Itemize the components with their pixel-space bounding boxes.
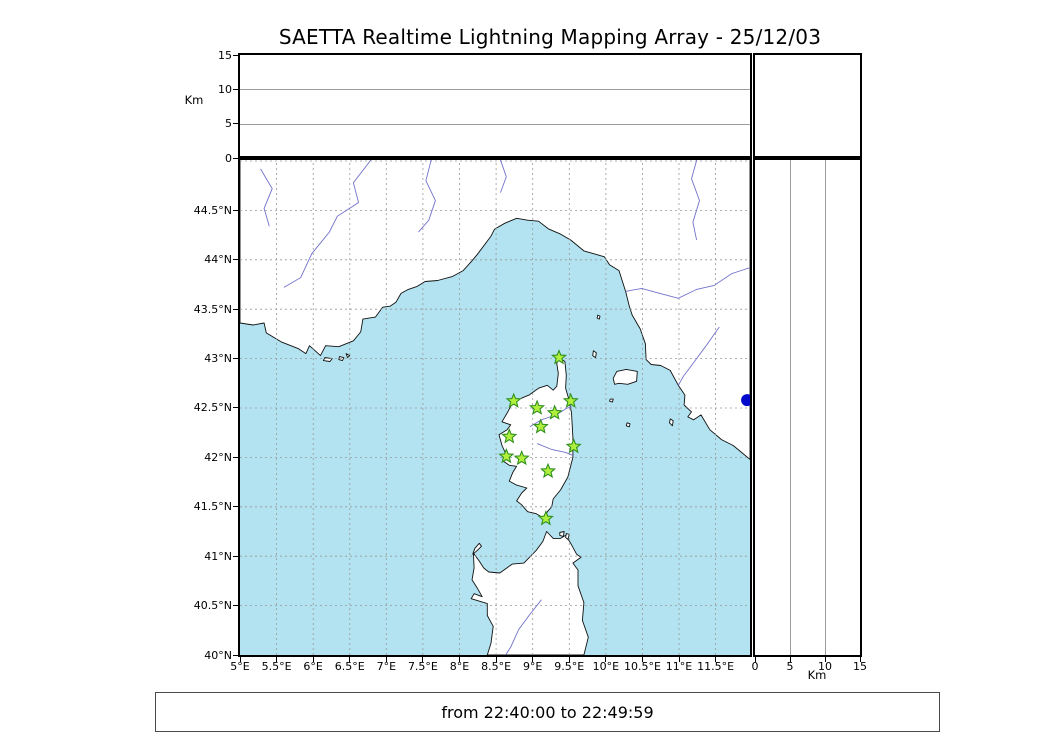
lon-tick-label: 8°E [449, 660, 470, 673]
lat-tick-label: 40.5°N [193, 599, 232, 613]
lon-tick-mark [532, 657, 534, 662]
page-title: SAETTA Realtime Lightning Mapping Array … [278, 25, 822, 49]
alt-tick-label-top: 0 [225, 151, 232, 165]
lon-tick-mark [239, 657, 241, 662]
lon-tick-mark [715, 657, 717, 662]
alt-tick-mark-top [233, 157, 238, 159]
lon-tick-label: 8.5°E [481, 660, 512, 673]
time-range-box: from 22:40:00 to 22:49:59 [155, 692, 940, 732]
lat-tick-label: 41.5°N [193, 500, 232, 514]
grid-lines [240, 158, 750, 655]
lon-tick-mark [349, 657, 351, 662]
lat-tick-mark [233, 456, 238, 458]
lon-tick-label: 11.5°E [697, 660, 735, 673]
lon-tick-mark [312, 657, 314, 662]
alt-tick-label-right: 10 [818, 660, 832, 673]
alt-tick-label-right: 5 [786, 660, 794, 673]
lon-tick-label: 6.5°E [334, 660, 365, 673]
station-marker [498, 447, 515, 464]
lon-tick-label: 7.5°E [407, 660, 438, 673]
alt-tick-label-top: 15 [218, 48, 232, 62]
lon-tick-mark [495, 657, 497, 662]
lon-tick-label: 9.5°E [554, 660, 585, 673]
lat-tick-mark [233, 506, 238, 508]
alt-lat-panel-gridline [825, 158, 826, 655]
altitude-axis-unit-right: Km [807, 668, 827, 682]
alt-tick-label-right: 15 [853, 660, 867, 673]
station-markers [498, 349, 582, 526]
alt-tick-mark-right [859, 657, 861, 662]
lon-tick-mark [641, 657, 643, 662]
station-marker [501, 428, 518, 444]
lat-tick-label: 44.5°N [193, 203, 232, 217]
station-marker [550, 349, 568, 365]
station-marker [505, 392, 522, 408]
alt-tick-mark-right [824, 657, 826, 662]
station-marker [565, 438, 582, 454]
alt-lon-panel-gridline [240, 89, 750, 91]
lon-tick-label: 5°E [230, 660, 250, 673]
lon-tick-mark [568, 657, 570, 662]
lon-tick-label: 10°E [592, 660, 620, 673]
rivers [260, 158, 750, 655]
lat-tick-mark [233, 407, 238, 409]
lon-tick-mark [459, 657, 460, 662]
altitude-latitude-panel [755, 158, 860, 655]
map-panel [240, 158, 750, 655]
lat-tick-label: 43°N [204, 352, 232, 366]
lat-tick-label: 43.5°N [193, 302, 232, 316]
lon-tick-mark [385, 657, 387, 662]
lat-tick-label: 42°N [204, 450, 232, 464]
lat-tick-mark [233, 308, 238, 310]
alt-lon-panel-gridline [240, 123, 750, 125]
lat-tick-mark [233, 209, 238, 211]
station-marker [532, 418, 549, 434]
altitude-histogram-panel [755, 55, 860, 158]
station-marker [540, 462, 557, 479]
alt-tick-mark-top [233, 54, 238, 56]
lat-tick-mark [233, 555, 238, 557]
alt-lat-panel-gridline [790, 158, 791, 655]
altitude-longitude-panel [240, 55, 750, 158]
alt-tick-mark-top [233, 88, 238, 90]
event-dot [741, 394, 750, 407]
lon-tick-label: 5.5°E [261, 660, 292, 673]
lon-tick-mark [276, 657, 278, 662]
lat-tick-mark [233, 605, 238, 607]
alt-tick-label-right: 0 [751, 660, 759, 673]
alt-tick-mark-right [789, 657, 791, 662]
station-marker [513, 449, 530, 466]
alt-tick-mark-top [233, 123, 238, 125]
lat-tick-mark [233, 259, 238, 261]
station-marker [537, 510, 554, 526]
lon-tick-label: 7°E [376, 660, 397, 673]
station-marker [528, 399, 546, 415]
lat-tick-label: 41°N [204, 549, 232, 563]
lat-tick-label: 44°N [204, 253, 232, 267]
station-marker [562, 392, 579, 408]
lon-tick-label: 6°E [303, 660, 323, 673]
lat-tick-mark [233, 358, 238, 360]
altitude-axis-unit-top: Km [184, 93, 204, 107]
coastlines [240, 158, 750, 655]
lon-tick-label: 9°E [522, 660, 543, 673]
alt-tick-label-top: 5 [225, 117, 232, 131]
lon-tick-mark [605, 657, 607, 662]
time-range-text: from 22:40:00 to 22:49:59 [441, 702, 654, 722]
lon-tick-label: 10.5°E [623, 660, 661, 673]
lon-tick-label: 11°E [665, 660, 693, 673]
lon-tick-mark [422, 657, 424, 662]
alt-tick-mark-right [754, 657, 756, 662]
lat-tick-mark [233, 654, 238, 656]
lat-tick-label: 42.5°N [193, 401, 232, 415]
station-marker [546, 404, 563, 420]
map-svg [240, 158, 750, 655]
lon-tick-mark [678, 657, 680, 662]
lat-tick-label: 40°N [204, 648, 232, 662]
alt-tick-label-top: 10 [218, 82, 232, 96]
